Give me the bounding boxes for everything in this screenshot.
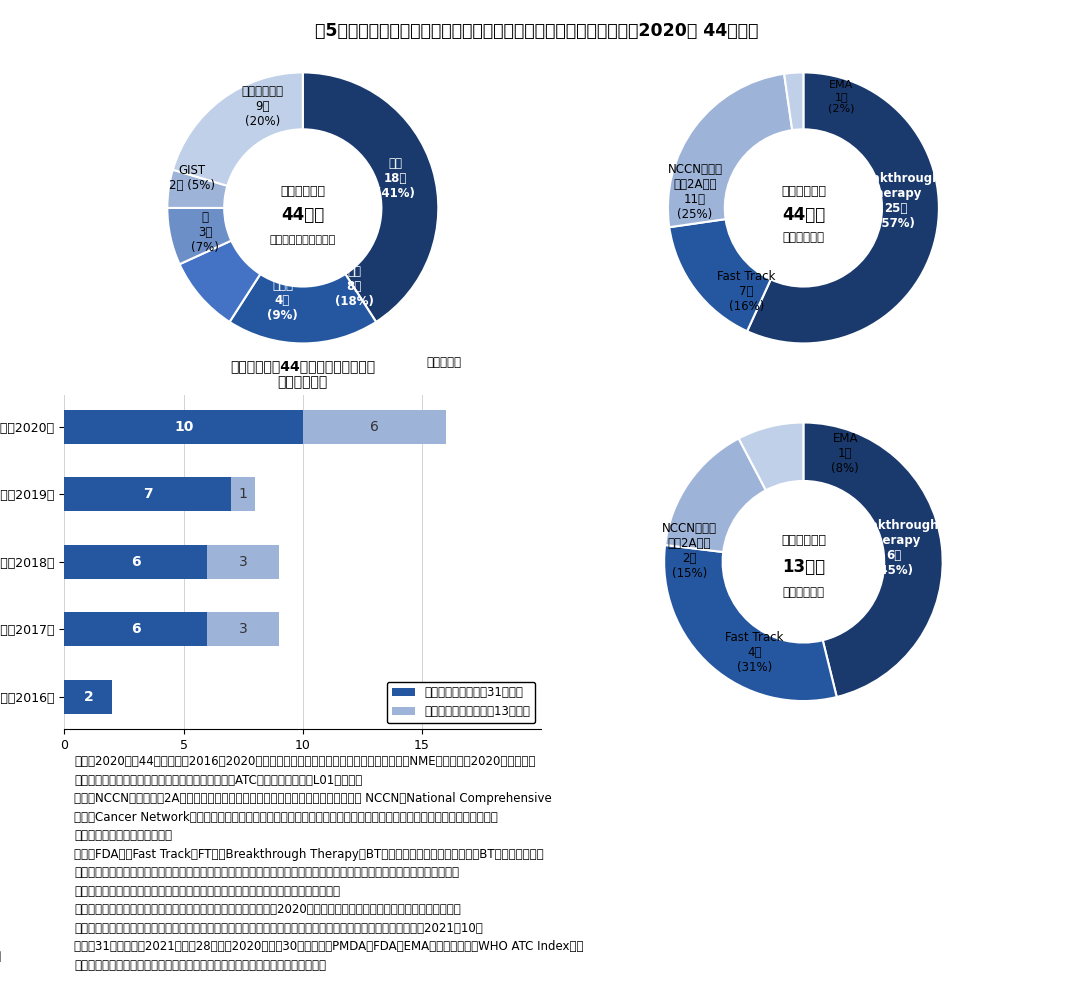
Text: 注１：2020年の44品目とは、2016～2020年に欧米で承認された新規有効成分含有医薬品（NME）のうち、2020年末時点で
　　　日本では承認を受けていな: 注１：2020年の44品目とは、2016～2020年に欧米で承認された新規有効成… xyxy=(74,755,583,972)
Text: 44品目: 44品目 xyxy=(281,205,324,224)
Wedge shape xyxy=(784,73,803,130)
Wedge shape xyxy=(179,241,260,322)
Text: 13品目: 13品目 xyxy=(782,558,825,576)
Text: 図5　国内未承認薬：抗悪性腫瘍剤の内訳（調査時点と対象品目数：2020年 44品目）: 図5 国内未承認薬：抗悪性腫瘍剤の内訳（調査時点と対象品目数：2020年 44品… xyxy=(316,22,758,40)
Title: 国内未承認薬44品目（抗腫瘍剤）の
承認遅延状況: 国内未承認薬44品目（抗腫瘍剤）の 承認遅延状況 xyxy=(230,359,376,390)
Text: 肺
3品
(7%): 肺 3品 (7%) xyxy=(191,210,219,254)
Bar xyxy=(64,410,303,444)
Text: 6: 6 xyxy=(131,622,141,636)
Text: EMA
1品
(8%): EMA 1品 (8%) xyxy=(831,432,859,474)
Text: その他がん種
9品
(20%): その他がん種 9品 (20%) xyxy=(242,85,284,128)
Text: EMA
1品
(2%): EMA 1品 (2%) xyxy=(828,81,855,114)
Text: 血液
18品
(41%): 血液 18品 (41%) xyxy=(376,157,415,199)
Text: （承認遅延：: （承認遅延： xyxy=(0,950,1,963)
Text: 10: 10 xyxy=(174,420,193,434)
Bar xyxy=(231,477,256,512)
Bar xyxy=(64,680,112,714)
Text: 44品目: 44品目 xyxy=(782,205,825,224)
Text: Breakthrough
Therapy
25品
(57%): Breakthrough Therapy 25品 (57%) xyxy=(850,172,941,231)
Wedge shape xyxy=(668,74,793,228)
Wedge shape xyxy=(803,423,943,697)
Text: 乳腺
8品
(18%): 乳腺 8品 (18%) xyxy=(335,265,374,308)
Text: 6: 6 xyxy=(369,420,379,434)
Text: 3: 3 xyxy=(238,555,248,569)
Text: 3: 3 xyxy=(238,622,248,636)
Wedge shape xyxy=(739,423,803,490)
Bar xyxy=(64,477,231,512)
Wedge shape xyxy=(665,438,766,552)
Bar xyxy=(207,612,279,646)
Wedge shape xyxy=(669,220,771,331)
Text: 開発情報なし: 開発情報なし xyxy=(781,535,826,548)
Bar xyxy=(64,612,207,646)
Text: NCCNエビデ
ンス2A以上
2品
(15%): NCCNエビデ ンス2A以上 2品 (15%) xyxy=(662,522,716,580)
Wedge shape xyxy=(168,170,228,207)
Text: 2: 2 xyxy=(84,690,93,704)
Text: 泌尿器
4品
(9%): 泌尿器 4品 (9%) xyxy=(267,279,297,321)
Wedge shape xyxy=(168,207,231,264)
Text: 1: 1 xyxy=(238,487,248,501)
Wedge shape xyxy=(173,73,303,185)
Text: （抗腫瘍剤）: （抗腫瘍剤） xyxy=(782,586,825,599)
Text: （抗腫瘍剤）: （抗腫瘍剤） xyxy=(782,232,825,245)
Text: Fast Track
7品
(16%): Fast Track 7品 (16%) xyxy=(717,271,775,313)
Legend: 国内開発中（合計：31品目）, 開発情報なし（合計：13品目）: 国内開発中（合計：31品目）, 開発情報なし（合計：13品目） xyxy=(387,682,535,723)
Text: GIST
2品 (5%): GIST 2品 (5%) xyxy=(169,164,215,192)
Wedge shape xyxy=(748,73,939,343)
Wedge shape xyxy=(230,274,376,343)
Text: NCCNエビデ
ンス2A以上
11品
(25%): NCCNエビデ ンス2A以上 11品 (25%) xyxy=(668,163,723,221)
Text: 国内未承認薬: 国内未承認薬 xyxy=(280,185,325,198)
Text: （品目数）: （品目数） xyxy=(426,356,462,370)
Text: 7: 7 xyxy=(143,487,153,501)
Bar xyxy=(64,545,207,579)
Text: Breakthrough
Therapy
6品
(45%): Breakthrough Therapy 6品 (45%) xyxy=(848,519,940,577)
Text: Fast Track
4品
(31%): Fast Track 4品 (31%) xyxy=(725,630,784,674)
Text: （抗腫瘍剤：がん種）: （抗腫瘍剤：がん種） xyxy=(270,236,336,246)
Text: 国内未承認薬: 国内未承認薬 xyxy=(781,185,826,198)
Text: 6: 6 xyxy=(131,555,141,569)
Wedge shape xyxy=(303,73,438,322)
Bar xyxy=(207,545,279,579)
Bar xyxy=(303,410,446,444)
Wedge shape xyxy=(664,545,837,701)
